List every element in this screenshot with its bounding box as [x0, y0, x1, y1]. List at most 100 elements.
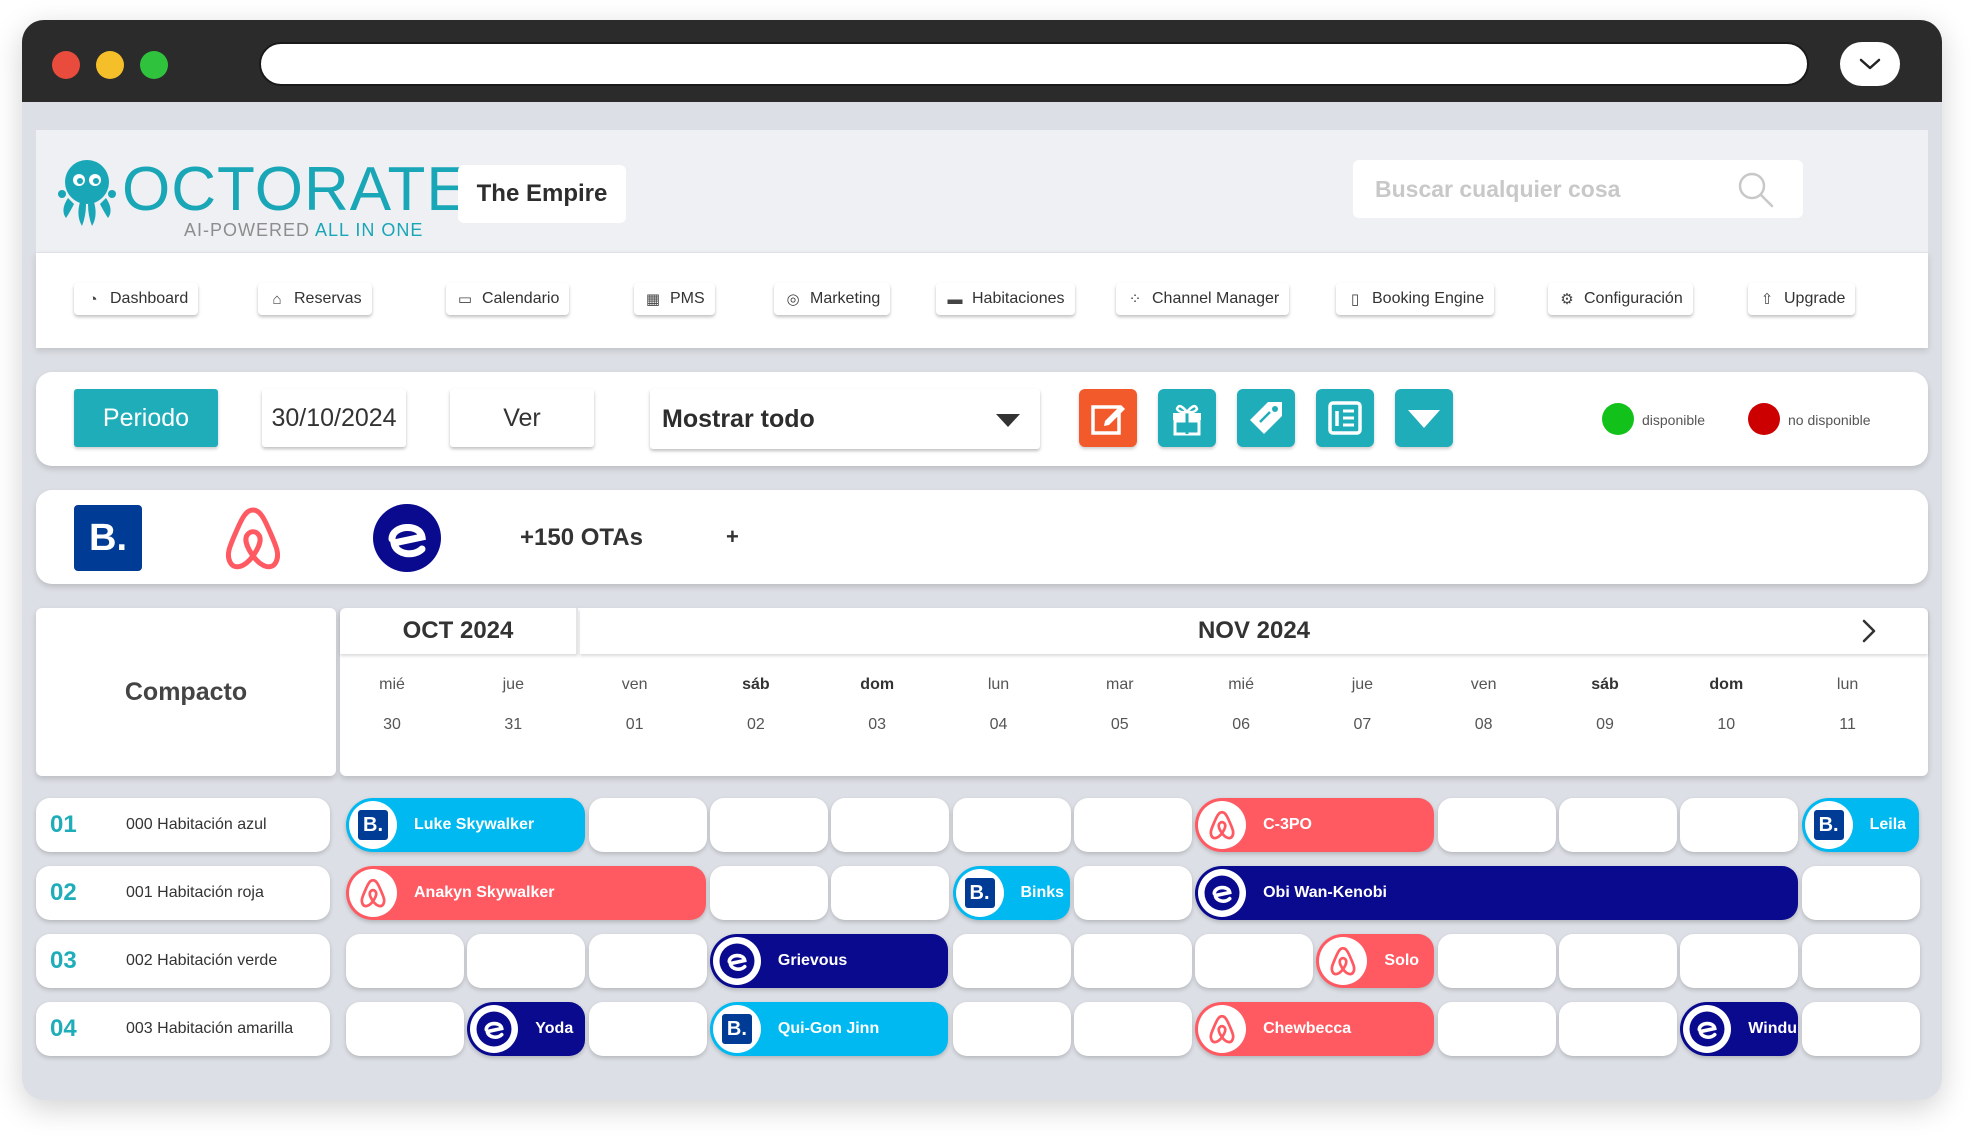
nav-configuracion[interactable]: ⚙ Configuración [1548, 283, 1693, 315]
empty-day-slot[interactable] [1801, 1002, 1920, 1056]
nav-calendario[interactable]: ▭ Calendario [446, 283, 570, 315]
main-nav: ◔ Dashboard ⌂ Reservas ▭ Calendario ▦ PMS ◎ M… [36, 252, 1928, 348]
empty-day-slot[interactable] [467, 934, 586, 988]
booking-badge-icon: B. [1813, 810, 1844, 840]
reservation-bar[interactable]: Anakyn Skywalker [346, 866, 706, 920]
nav-upgrade[interactable]: ⇧ Upgrade [1748, 283, 1856, 315]
empty-day-slot[interactable] [1437, 798, 1556, 852]
search-input[interactable] [1375, 170, 1735, 208]
day-column[interactable]: lun 04 [969, 676, 1029, 734]
empty-day-slot[interactable] [588, 934, 707, 988]
search-icon[interactable] [1736, 170, 1776, 210]
nav-label: Calendario [482, 290, 560, 307]
day-column[interactable]: mar 05 [1090, 676, 1150, 734]
empty-day-slot[interactable] [1195, 934, 1314, 988]
reservation-bar[interactable]: C-3PO [1195, 798, 1434, 852]
nav-channel-manager[interactable]: ⁘ Channel Manager [1116, 283, 1290, 315]
empty-day-slot[interactable] [346, 934, 464, 988]
day-column[interactable]: ven 01 [605, 676, 665, 734]
reservation-bar[interactable]: Grievous [709, 934, 949, 988]
day-column[interactable]: mié 30 [362, 676, 422, 734]
add-ota-button[interactable]: + [726, 524, 739, 549]
chevron-right-icon[interactable] [1860, 618, 1878, 644]
empty-day-slot[interactable] [952, 798, 1071, 852]
day-column[interactable]: ven 08 [1454, 676, 1514, 734]
nav-habitaciones[interactable]: ▬ Habitaciones [936, 283, 1075, 315]
reservation-bar[interactable]: B. Qui-Gon Jinn [709, 1002, 949, 1056]
channel-badge [1198, 869, 1247, 917]
day-column[interactable]: mié 06 [1211, 676, 1271, 734]
day-column[interactable]: lun 11 [1818, 676, 1878, 734]
empty-day-slot[interactable] [1559, 798, 1677, 852]
expedia-logo-icon[interactable] [372, 503, 442, 573]
empty-day-slot[interactable] [1073, 934, 1192, 988]
gift-button[interactable] [1158, 389, 1216, 447]
reservation-bar[interactable]: Solo [1316, 934, 1434, 988]
minimize-window-button[interactable] [96, 51, 124, 79]
nav-pms[interactable]: ▦ PMS [634, 283, 715, 315]
room-label[interactable]: 02 001 Habitación roja [36, 866, 330, 920]
empty-day-slot[interactable] [1073, 1002, 1192, 1056]
room-label[interactable]: 03 002 Habitación verde [36, 934, 330, 988]
empty-day-slot[interactable] [1073, 866, 1192, 920]
edit-button[interactable] [1079, 389, 1137, 447]
close-window-button[interactable] [52, 51, 80, 79]
empty-day-slot[interactable] [346, 1002, 464, 1056]
room-number: 02 [50, 879, 77, 906]
more-options-button[interactable] [1395, 389, 1453, 447]
date-field[interactable]: 30/10/2024 [262, 389, 406, 447]
empty-day-slot[interactable] [1073, 798, 1192, 852]
empty-day-slot[interactable] [831, 798, 950, 852]
empty-day-slot[interactable] [1437, 1002, 1556, 1056]
list-button[interactable] [1316, 389, 1374, 447]
reservation-bar[interactable]: Obi Wan-Kenobi [1195, 866, 1798, 920]
day-column[interactable]: jue 31 [483, 676, 543, 734]
nav-marketing[interactable]: ◎ Marketing [774, 283, 891, 315]
browser-menu-button[interactable] [1840, 42, 1900, 86]
reservation-bar[interactable]: Yoda [467, 1002, 585, 1056]
guest-name: Yoda [535, 1020, 574, 1037]
airbnb-logo-icon[interactable] [220, 504, 286, 572]
filter-select[interactable]: Mostrar todo [650, 389, 1040, 449]
empty-day-slot[interactable] [588, 798, 707, 852]
address-bar[interactable] [259, 42, 1809, 86]
empty-day-slot[interactable] [1801, 934, 1920, 988]
empty-day-slot[interactable] [1680, 798, 1799, 852]
day-column[interactable]: sáb 02 [726, 676, 786, 734]
nav-dashboard[interactable]: ◔ Dashboard [74, 283, 199, 315]
empty-day-slot[interactable] [709, 798, 828, 852]
day-column[interactable]: jue 07 [1332, 676, 1392, 734]
ver-button[interactable]: Ver [450, 389, 594, 447]
day-column[interactable]: sáb 09 [1575, 676, 1635, 734]
reservation-bar[interactable]: B. Luke Skywalker [346, 798, 585, 852]
empty-day-slot[interactable] [588, 1002, 707, 1056]
periodo-button[interactable]: Periodo [74, 389, 218, 447]
room-label[interactable]: 01 000 Habitación azul [36, 798, 330, 852]
guest-name: C-3PO [1263, 816, 1312, 833]
nav-reservas[interactable]: ⌂ Reservas [258, 283, 372, 315]
maximize-window-button[interactable] [140, 51, 168, 79]
nav-booking-engine[interactable]: ▯ Booking Engine [1336, 283, 1495, 315]
empty-day-slot[interactable] [1437, 934, 1556, 988]
reservation-bar[interactable]: B. Leila [1801, 798, 1919, 852]
empty-day-slot[interactable] [709, 866, 828, 920]
day-column[interactable]: dom 03 [847, 676, 907, 734]
view-mode-label[interactable]: Compacto [124, 678, 248, 706]
empty-day-slot[interactable] [952, 934, 1071, 988]
property-selector[interactable]: The Empire [458, 165, 626, 223]
tag-button[interactable] [1237, 389, 1295, 447]
empty-day-slot[interactable] [1559, 934, 1677, 988]
reservation-bar[interactable]: B. Binks [952, 866, 1070, 920]
octorate-logo[interactable]: OCTORATE AI-POWERED ALL IN ONE [56, 150, 468, 240]
room-label[interactable]: 04 003 Habitación amarilla [36, 1002, 330, 1056]
empty-day-slot[interactable] [1801, 866, 1920, 920]
day-column[interactable]: dom 10 [1696, 676, 1756, 734]
empty-day-slot[interactable] [1680, 934, 1799, 988]
booking-logo[interactable]: B. [74, 505, 142, 571]
reservation-bar[interactable]: Chewbecca [1195, 1002, 1434, 1056]
empty-day-slot[interactable] [1559, 1002, 1677, 1056]
empty-day-slot[interactable] [831, 866, 950, 920]
reservation-bar[interactable]: Windu [1680, 1002, 1798, 1056]
caret-down-icon [996, 414, 1020, 427]
empty-day-slot[interactable] [952, 1002, 1071, 1056]
